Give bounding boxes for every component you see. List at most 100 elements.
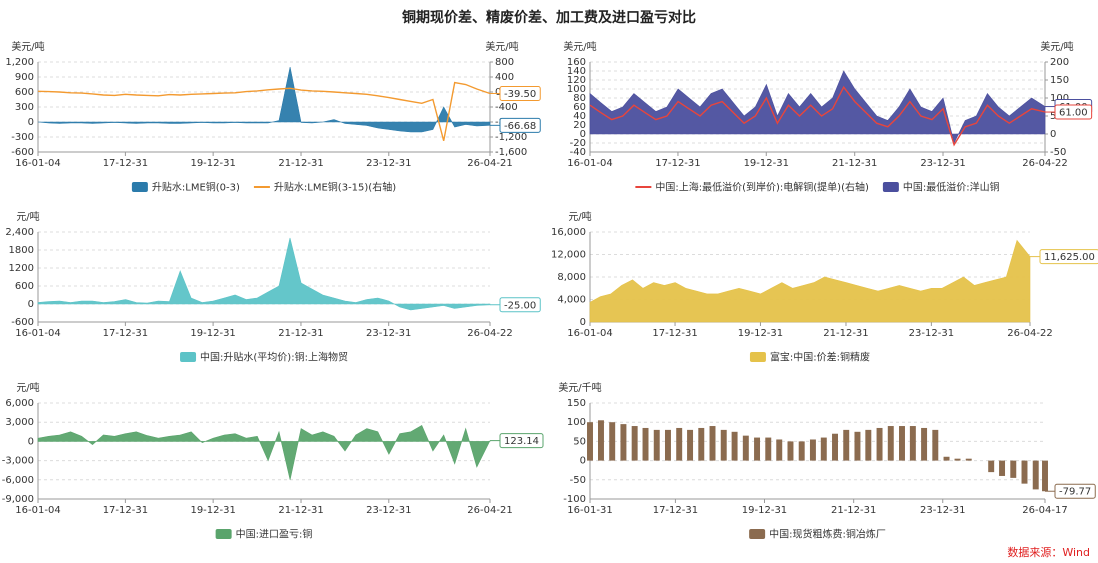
- bar: [642, 427, 649, 461]
- legend-swatch: [215, 529, 232, 539]
- x-tick-label: 23-12-31: [366, 328, 411, 339]
- y-tick-label: -300: [11, 132, 34, 143]
- bar: [1042, 460, 1048, 492]
- y-tick-label: 120: [567, 75, 586, 86]
- legend-label: 中国:升贴水(平均价):铜:上海物贸: [200, 351, 348, 364]
- x-tick-label: 21-12-31: [823, 328, 868, 339]
- x-tick-label: 17-12-31: [655, 158, 700, 169]
- y-tick-label: 1200: [9, 263, 34, 274]
- y-tick-label: 600: [15, 281, 34, 292]
- legend-label: 中国:现货粗炼费:铜冶炼厂: [769, 528, 886, 541]
- x-tick-label: 17-12-31: [653, 505, 698, 516]
- y2-tick-label: 150: [1050, 75, 1069, 86]
- plot-area: [37, 66, 491, 141]
- y-tick-label: 12,000: [551, 250, 586, 261]
- value-label: -66.68: [504, 121, 536, 132]
- panel: 美元/千吨 -100 -50 0 50 100 150 16-01-31 17-12-31 19-…: [558, 381, 1096, 541]
- legend-label: 升贴水:LME铜(0-3): [152, 181, 240, 194]
- bar: [787, 441, 794, 461]
- bar: [909, 426, 916, 461]
- y2-tick-label: -1,600: [495, 147, 527, 158]
- bar: [754, 437, 761, 461]
- area: [37, 237, 491, 311]
- legend: 中国:进口盈亏:铜: [215, 528, 312, 541]
- bar: [620, 424, 627, 461]
- bar: [932, 429, 939, 461]
- legend-label: 中国:最低溢价:洋山铜: [903, 181, 1000, 194]
- y-tick-label: -600: [11, 317, 34, 328]
- y-tick-label: 160: [567, 57, 586, 68]
- bar: [765, 437, 772, 461]
- value-label: 61.00: [1059, 108, 1088, 119]
- bar: [631, 426, 638, 461]
- bar: [698, 427, 705, 461]
- legend-label: 富宝:中国:价差:铜精废: [770, 351, 870, 364]
- x-tick-label: 19-12-31: [738, 328, 783, 339]
- legend-swatch: [882, 182, 899, 192]
- x-tick-label: 19-12-31: [190, 505, 235, 516]
- legend-label: 升贴水:LME铜(3-15)(右轴): [274, 181, 396, 194]
- x-tick-label: 21-12-31: [278, 158, 323, 169]
- bar: [921, 427, 928, 461]
- area: [589, 70, 1046, 144]
- line: [37, 81, 491, 141]
- bar: [999, 460, 1006, 476]
- x-tick-label: 19-12-31: [190, 328, 235, 339]
- bar: [587, 422, 593, 461]
- bar: [687, 429, 694, 461]
- y-tick-label: -6,000: [2, 475, 34, 486]
- y-tick-label: 4,000: [557, 295, 586, 306]
- value-label-box: [1054, 483, 1096, 499]
- y-tick-label: 40: [573, 111, 586, 122]
- bar: [609, 422, 616, 461]
- legend: 富宝:中国:价差:铜精废: [749, 351, 870, 364]
- y-tick-label: 2,400: [5, 227, 34, 238]
- value-label: -25.00: [504, 300, 536, 311]
- bar: [899, 426, 905, 461]
- value-label: -39.50: [504, 89, 536, 100]
- bar: [988, 460, 995, 473]
- y-axis-unit: 元/吨: [16, 381, 39, 394]
- value-label-box: [499, 117, 541, 133]
- plot-area: [37, 424, 491, 480]
- x-tick-label: 26-04-21: [467, 158, 512, 169]
- y-tick-label: 100: [567, 417, 586, 428]
- bar: [820, 437, 827, 461]
- bar: [1010, 460, 1017, 478]
- y-tick-label: 16,000: [551, 227, 586, 238]
- bar: [598, 420, 604, 461]
- legend-label: 中国:上海:最低溢价(到岸价):电解铜(提单)(右轴): [655, 181, 869, 194]
- y2-tick-label: 800: [495, 57, 514, 68]
- x-tick-label: 19-12-31: [190, 158, 235, 169]
- x-tick-label: 21-12-31: [832, 158, 877, 169]
- value-label-box: [1039, 249, 1098, 265]
- bar: [843, 429, 850, 461]
- bar: [876, 427, 883, 461]
- x-tick-label: 26-04-22: [1007, 328, 1052, 339]
- y-tick-label: 50: [573, 436, 586, 447]
- x-tick-label: 23-12-31: [909, 328, 954, 339]
- y2-tick-label: 0: [495, 87, 501, 98]
- y-tick-label: 80: [573, 93, 586, 104]
- y-tick-label: 1800: [9, 245, 34, 256]
- y-axis-unit: 美元/千吨: [558, 381, 601, 394]
- y-tick-label: -40: [570, 147, 586, 158]
- bar: [664, 429, 671, 461]
- x-tick-label: 21-12-31: [831, 505, 876, 516]
- y2-tick-label: -1,200: [495, 132, 527, 143]
- y-tick-label: 150: [567, 398, 586, 409]
- legend-swatch: [131, 182, 148, 192]
- bar: [653, 429, 660, 461]
- y-axis-unit: 元/吨: [568, 210, 591, 223]
- y2-tick-label: -400: [495, 102, 518, 113]
- y-tick-label: 0: [28, 117, 34, 128]
- legend: 中国:升贴水(平均价):铜:上海物贸: [180, 351, 348, 364]
- y-tick-label: 100: [567, 84, 586, 95]
- bar: [1021, 460, 1028, 484]
- area: [589, 239, 1031, 323]
- bar: [1032, 460, 1039, 490]
- x-tick-label: 19-12-31: [742, 505, 787, 516]
- x-tick-label: 21-12-31: [278, 328, 323, 339]
- x-tick-label: 17-12-31: [652, 328, 697, 339]
